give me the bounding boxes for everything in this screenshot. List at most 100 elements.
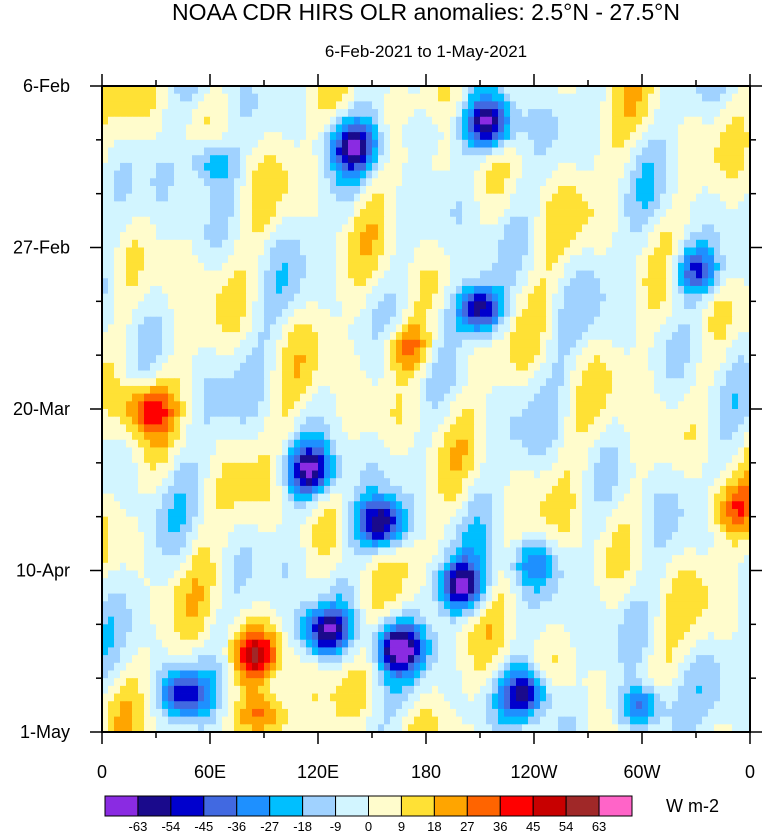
heatmap-cell <box>732 201 739 210</box>
heatmap-cell <box>270 178 277 187</box>
heatmap-cell <box>186 385 193 395</box>
heatmap-cell <box>210 416 217 425</box>
heatmap-cell <box>618 124 625 133</box>
heatmap-cell <box>474 393 481 402</box>
heatmap-cell <box>468 178 475 187</box>
heatmap-cell <box>312 247 319 256</box>
heatmap-cell <box>576 239 583 248</box>
heatmap-cell <box>144 262 151 271</box>
heatmap-cell <box>228 301 235 310</box>
heatmap-cell <box>348 139 355 148</box>
heatmap-cell <box>462 162 469 171</box>
heatmap-cell <box>222 224 229 233</box>
heatmap-cell <box>666 432 673 441</box>
heatmap-cell <box>162 185 169 195</box>
heatmap-cell <box>204 232 211 241</box>
heatmap-cell <box>150 424 157 433</box>
heatmap-cell <box>576 332 583 341</box>
heatmap-cell <box>468 201 475 210</box>
heatmap-cell <box>576 139 583 148</box>
heatmap-cell <box>252 439 259 448</box>
heatmap-cell <box>336 116 343 125</box>
heatmap-cell <box>432 378 439 387</box>
heatmap-cell <box>534 339 541 348</box>
heatmap-cell <box>624 432 631 441</box>
heatmap-cell <box>246 101 253 110</box>
heatmap-cell <box>318 147 325 156</box>
heatmap-cell <box>354 124 361 133</box>
heatmap-cell <box>642 132 649 141</box>
heatmap-cell <box>696 209 703 218</box>
heatmap-cell <box>228 132 235 141</box>
heatmap-cell <box>294 355 301 364</box>
heatmap-cell <box>606 270 613 279</box>
heatmap-cell <box>264 316 271 325</box>
heatmap-cell <box>510 385 517 395</box>
heatmap-cell <box>336 193 343 202</box>
heatmap-cell <box>216 224 223 233</box>
heatmap-cell <box>582 86 589 95</box>
heatmap-cell <box>528 416 535 425</box>
heatmap-cell <box>546 86 553 95</box>
heatmap-cell <box>102 316 109 325</box>
heatmap-cell <box>546 432 553 441</box>
heatmap-cell <box>354 162 361 171</box>
heatmap-cell <box>636 101 643 110</box>
heatmap-cell <box>624 170 631 179</box>
heatmap-cell <box>450 185 457 195</box>
heatmap-cell <box>570 278 577 287</box>
heatmap-cell <box>282 332 289 341</box>
heatmap-cell <box>714 409 721 418</box>
heatmap-cell <box>438 239 445 248</box>
heatmap-cell <box>234 339 241 348</box>
heatmap-cell <box>744 278 750 287</box>
heatmap-cell <box>648 316 655 325</box>
heatmap-cell <box>120 224 127 233</box>
heatmap-cell <box>192 332 199 341</box>
heatmap-cell <box>420 293 427 302</box>
heatmap-cell <box>234 216 241 225</box>
heatmap-cell <box>582 401 589 410</box>
heatmap-cell <box>162 332 169 341</box>
heatmap-cell <box>456 162 463 171</box>
heatmap-cell <box>678 224 685 233</box>
heatmap-cell <box>228 232 235 241</box>
heatmap-cell <box>444 293 451 302</box>
heatmap-cell <box>306 362 313 371</box>
heatmap-cell <box>384 155 391 164</box>
heatmap-cell <box>324 216 331 225</box>
heatmap-cell <box>372 162 379 171</box>
heatmap-cell <box>516 224 523 233</box>
heatmap-cell <box>456 239 463 248</box>
heatmap-cell <box>738 93 745 102</box>
heatmap-cell <box>636 378 643 387</box>
heatmap-cell <box>564 139 571 148</box>
heatmap-cell <box>450 139 457 148</box>
heatmap-cell <box>324 316 331 325</box>
heatmap-cell <box>456 86 463 95</box>
heatmap-cell <box>486 347 493 356</box>
heatmap-cell <box>270 370 277 379</box>
heatmap-cell <box>546 370 553 379</box>
heatmap-cell <box>234 93 241 102</box>
heatmap-cell <box>654 262 661 271</box>
heatmap-cell <box>624 124 631 133</box>
heatmap-cell <box>648 332 655 341</box>
heatmap-cell <box>732 162 739 171</box>
heatmap-cell <box>432 147 439 156</box>
heatmap-cell <box>108 193 115 202</box>
heatmap-cell <box>516 170 523 179</box>
heatmap-cell <box>498 216 505 225</box>
heatmap-cell <box>360 247 367 256</box>
heatmap-cell <box>180 401 187 410</box>
heatmap-cell <box>264 424 271 433</box>
heatmap-cell <box>588 209 595 218</box>
heatmap-cell <box>468 255 475 264</box>
heatmap-cell <box>708 393 715 402</box>
heatmap-cell <box>690 132 697 141</box>
heatmap-cell <box>492 162 499 171</box>
heatmap-cell <box>126 347 133 356</box>
heatmap-cell <box>120 178 127 187</box>
heatmap-cell <box>714 139 721 148</box>
heatmap-cell <box>132 239 139 248</box>
